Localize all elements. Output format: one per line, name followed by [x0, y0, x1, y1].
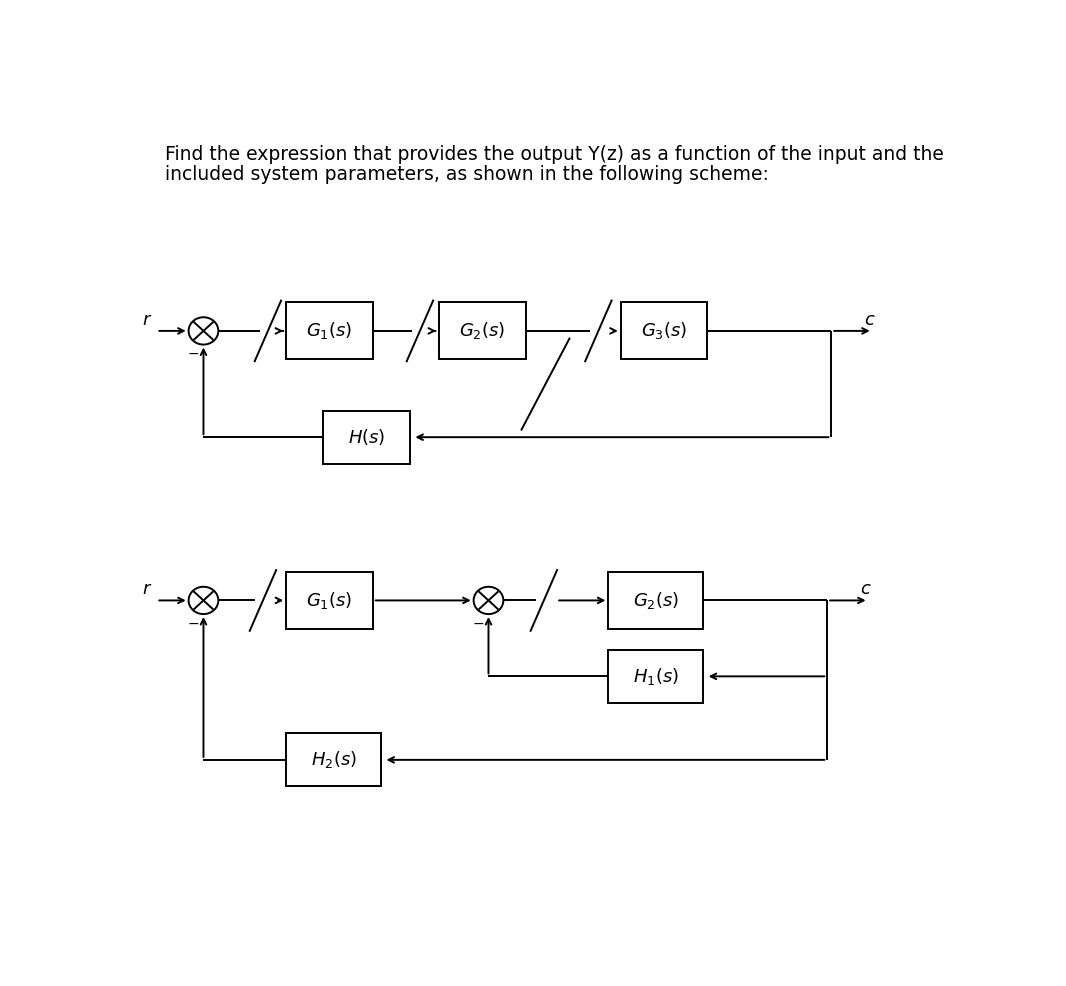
Text: $G_3(s)$: $G_3(s)$ [641, 320, 688, 341]
Text: $H_1(s)$: $H_1(s)$ [633, 666, 679, 687]
Circle shape [189, 587, 219, 614]
Text: $-$: $-$ [472, 615, 484, 629]
FancyBboxPatch shape [286, 572, 373, 629]
Text: $H(s)$: $H(s)$ [348, 427, 385, 448]
Circle shape [473, 587, 503, 614]
FancyBboxPatch shape [620, 303, 708, 359]
FancyBboxPatch shape [439, 303, 526, 359]
Text: $r$: $r$ [142, 311, 152, 328]
Text: $-$: $-$ [187, 346, 199, 360]
FancyBboxPatch shape [323, 410, 410, 463]
Text: $G_1(s)$: $G_1(s)$ [306, 590, 353, 611]
Text: $G_2(s)$: $G_2(s)$ [459, 320, 505, 341]
Text: $c$: $c$ [860, 580, 872, 599]
Text: $r$: $r$ [142, 580, 152, 599]
FancyBboxPatch shape [609, 650, 704, 703]
Text: Find the expression that provides the output Y(z) as a function of the input and: Find the expression that provides the ou… [164, 145, 943, 164]
Text: $G_2(s)$: $G_2(s)$ [632, 590, 679, 611]
FancyBboxPatch shape [286, 734, 382, 787]
Text: $H_2(s)$: $H_2(s)$ [310, 749, 356, 770]
Text: $c$: $c$ [865, 311, 876, 328]
FancyBboxPatch shape [609, 572, 704, 629]
FancyBboxPatch shape [286, 303, 373, 359]
Text: $G_1(s)$: $G_1(s)$ [306, 320, 353, 341]
Text: $-$: $-$ [187, 615, 199, 629]
Text: included system parameters, as shown in the following scheme:: included system parameters, as shown in … [164, 166, 769, 184]
Circle shape [189, 317, 219, 344]
